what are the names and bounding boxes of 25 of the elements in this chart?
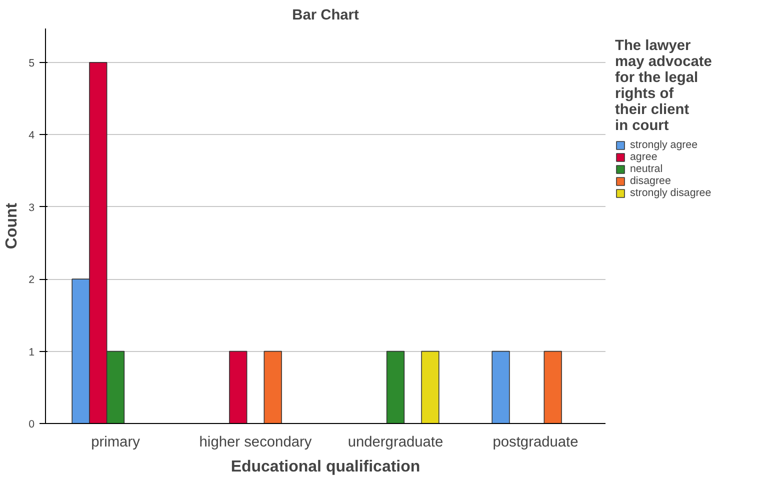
bar — [386, 350, 405, 424]
legend-label: agree — [630, 151, 658, 163]
y-axis-title: Count — [4, 202, 21, 250]
x-tick-label: undergraduate — [348, 434, 444, 450]
x-tick-label: postgraduate — [492, 434, 578, 450]
chart-title: Bar Chart — [292, 8, 360, 24]
legend-label: strongly agree — [630, 139, 698, 151]
x-axis-title: Educational qualification — [230, 458, 420, 476]
bar — [421, 350, 440, 424]
y-tick-label: 3 — [28, 202, 35, 214]
legend-title: The lawyer may advocate for the legal rights of their client in court — [615, 38, 712, 134]
y-tick-label: 2 — [28, 274, 35, 286]
legend-label: strongly disagree — [630, 187, 712, 199]
legend-label: neutral — [630, 163, 663, 175]
bar — [229, 350, 248, 424]
y-tick-label: 0 — [28, 418, 35, 430]
x-tick-label: higher secondary — [199, 434, 312, 450]
bar — [264, 350, 282, 424]
bar — [492, 350, 510, 424]
y-tick-label: 4 — [28, 130, 35, 142]
legend-label: disagree — [630, 175, 671, 187]
bar — [544, 350, 562, 424]
y-tick-label: 5 — [28, 57, 35, 70]
y-tick-label: 1 — [28, 346, 35, 358]
x-tick-label: primary — [91, 434, 141, 450]
